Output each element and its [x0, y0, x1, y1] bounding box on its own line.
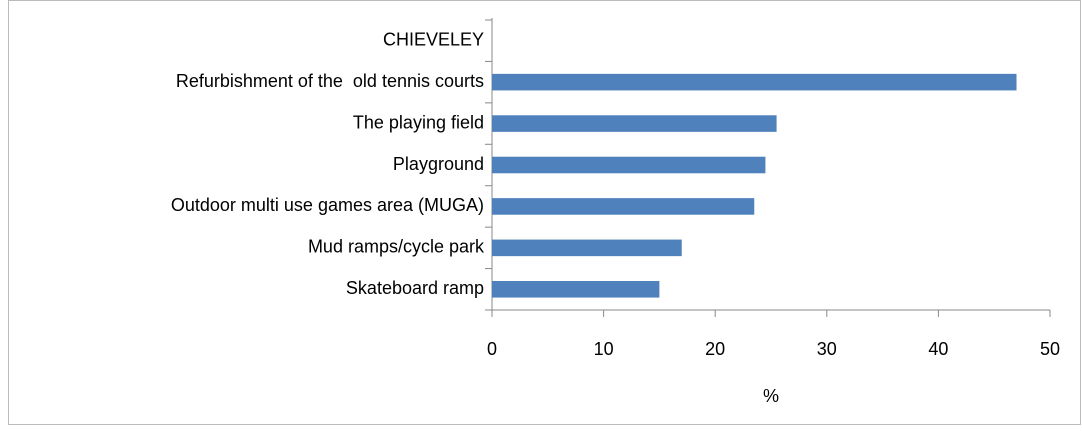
- y-tick-label: Refurbishment of the old tennis courts: [176, 71, 484, 91]
- bar: [492, 156, 766, 174]
- bar: [492, 281, 660, 298]
- x-tick-label: 20: [705, 339, 725, 359]
- y-tick-label: The playing field: [353, 112, 484, 132]
- y-tick-label: Mud ramps/cycle park: [308, 237, 485, 257]
- y-tick-label: CHIEVELEY: [383, 29, 484, 49]
- bar: [492, 198, 755, 215]
- y-tick-label: Playground: [393, 154, 484, 174]
- x-tick-label: 0: [487, 339, 497, 359]
- x-tick-label: 10: [594, 339, 614, 359]
- y-tick-label: Outdoor multi use games area (MUGA): [171, 195, 484, 215]
- x-tick-label: 50: [1040, 339, 1060, 359]
- bar: [492, 239, 682, 257]
- y-tick-label: Skateboard ramp: [346, 278, 484, 298]
- chart-frame: [8, 0, 1081, 425]
- x-tick-label: 30: [817, 339, 837, 359]
- x-axis-label: %: [763, 386, 779, 406]
- bar: [492, 73, 1017, 91]
- x-tick-label: 40: [928, 339, 948, 359]
- bar: [492, 115, 777, 132]
